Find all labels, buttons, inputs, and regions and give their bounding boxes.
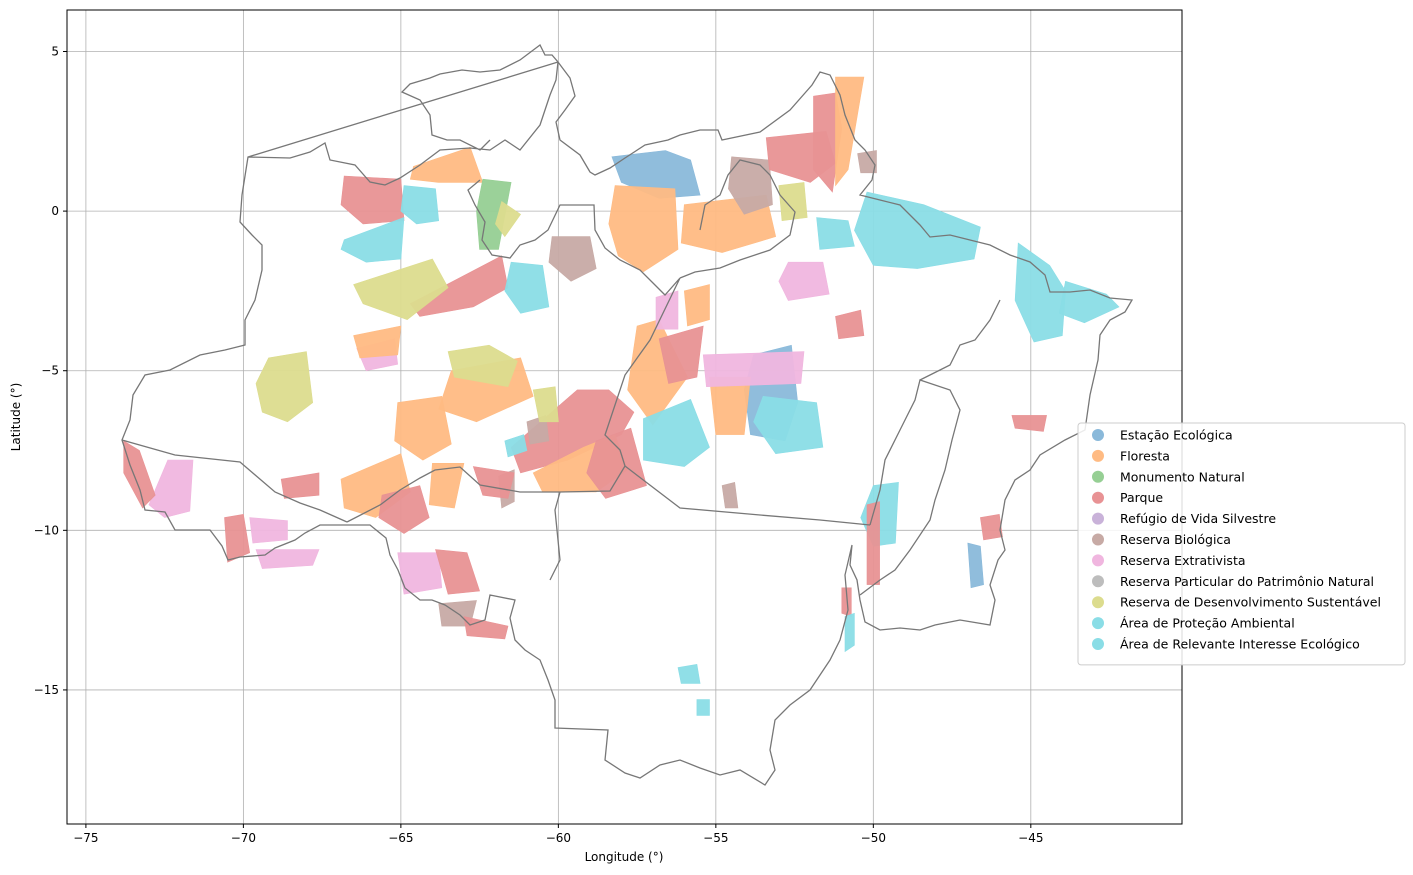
protected-area (353, 258, 449, 320)
protected-area (677, 664, 701, 684)
legend-label: Área de Relevante Interesse Ecológico (1120, 637, 1360, 652)
protected-area (495, 201, 522, 238)
state-boundaries (121, 44, 1134, 786)
legend-marker (1092, 512, 1104, 525)
axis-ticks: −75 −70 −65 −60 −55 −50 −45 5 0 −5 −10 −15 (34, 44, 1044, 845)
protected-area (428, 462, 465, 509)
legend-label: Área de Proteção Ambiental (1120, 616, 1295, 631)
legend-label: Parque (1120, 490, 1163, 505)
x-tick-label: −70 (231, 831, 256, 845)
protected-area (586, 427, 647, 499)
legend-marker (1092, 449, 1104, 462)
protected-area (753, 395, 824, 455)
protected-area (400, 185, 440, 225)
y-axis-label: Latitude (°) (9, 383, 23, 452)
protected-area (844, 612, 855, 653)
legend-marker (1092, 429, 1104, 441)
protected-area-polygons (123, 76, 1120, 716)
legend-marker (1092, 554, 1104, 567)
x-tick-label: −55 (703, 831, 728, 845)
legend-label: Monumento Natural (1120, 469, 1245, 484)
protected-area (643, 399, 710, 467)
protected-area (447, 344, 518, 388)
protected-area (627, 319, 688, 426)
legend-marker (1092, 491, 1104, 504)
protected-area (696, 699, 710, 716)
legend: Estação Ecológica Floresta Monumento Natur… (1077, 422, 1406, 666)
protected-area (778, 182, 808, 222)
protected-area (1011, 415, 1047, 432)
protected-area (340, 175, 405, 225)
protected-area (857, 150, 877, 174)
protected-area (510, 389, 635, 474)
protected-area (548, 236, 597, 282)
protected-area (409, 255, 509, 317)
legend-marker (1092, 575, 1104, 588)
y-tick-label: 5 (51, 44, 59, 58)
x-tick-label: −60 (546, 831, 571, 845)
legend-marker (1092, 617, 1104, 630)
amazonas-internal-boundaries (121, 159, 1001, 596)
protected-area (655, 290, 679, 330)
legend-label: Reserva Extrativista (1120, 553, 1246, 568)
protected-area (854, 191, 981, 269)
protected-area (728, 156, 773, 215)
legend-marker (1092, 638, 1104, 650)
legend-marker (1092, 470, 1104, 483)
y-tick-label: −10 (34, 523, 59, 537)
legend-label: Reserva de Desenvolvimento Sustentável (1120, 595, 1381, 610)
protected-area (472, 466, 515, 499)
x-axis-label: Longitude (°) (585, 850, 664, 864)
protected-area (435, 549, 481, 595)
legal-amazon-outline (121, 44, 1134, 786)
protected-area (980, 514, 1003, 541)
protected-area (463, 616, 509, 640)
protected-area (702, 351, 805, 388)
legend-label: Estação Ecológica (1120, 428, 1233, 443)
protected-area (249, 517, 288, 544)
legend-label: Floresta (1120, 448, 1170, 463)
protected-area (409, 146, 484, 183)
legend-box (1077, 422, 1406, 666)
protected-area (504, 434, 528, 458)
protected-area (476, 178, 512, 250)
x-tick-label: −45 (1018, 831, 1043, 845)
protected-area (504, 261, 550, 314)
protected-area (778, 261, 830, 301)
protected-area (353, 325, 402, 359)
protected-area (340, 217, 405, 263)
protected-area (532, 386, 559, 423)
protected-area (224, 514, 251, 563)
y-tick-label: 0 (51, 204, 59, 218)
y-tick-label: −5 (41, 364, 59, 378)
protected-area (608, 185, 679, 273)
x-tick-label: −50 (861, 831, 886, 845)
y-tick-label: −15 (34, 683, 59, 697)
protected-area (255, 351, 314, 423)
protected-area (280, 472, 320, 499)
protected-area (378, 485, 430, 534)
legend-label: Reserva Biológica (1120, 532, 1231, 547)
protected-area (835, 309, 865, 340)
legend-marker (1092, 596, 1104, 609)
axes-frame (66, 9, 1183, 825)
x-tick-label: −65 (388, 831, 413, 845)
legend-marker (1092, 533, 1104, 546)
legend-label: Reserva Particular do Patrimônio Natural (1120, 574, 1374, 589)
protected-area (658, 325, 704, 384)
protected-area (255, 549, 320, 569)
protected-area (967, 542, 984, 589)
x-tick-label: −75 (73, 831, 98, 845)
legend-label: Refúgio de Vida Silvestre (1120, 511, 1276, 526)
protected-area (123, 440, 156, 509)
protected-area (683, 284, 710, 327)
protected-area (394, 395, 452, 461)
protected-area (721, 482, 739, 509)
protected-area (1014, 242, 1066, 343)
protected-area (816, 217, 855, 250)
